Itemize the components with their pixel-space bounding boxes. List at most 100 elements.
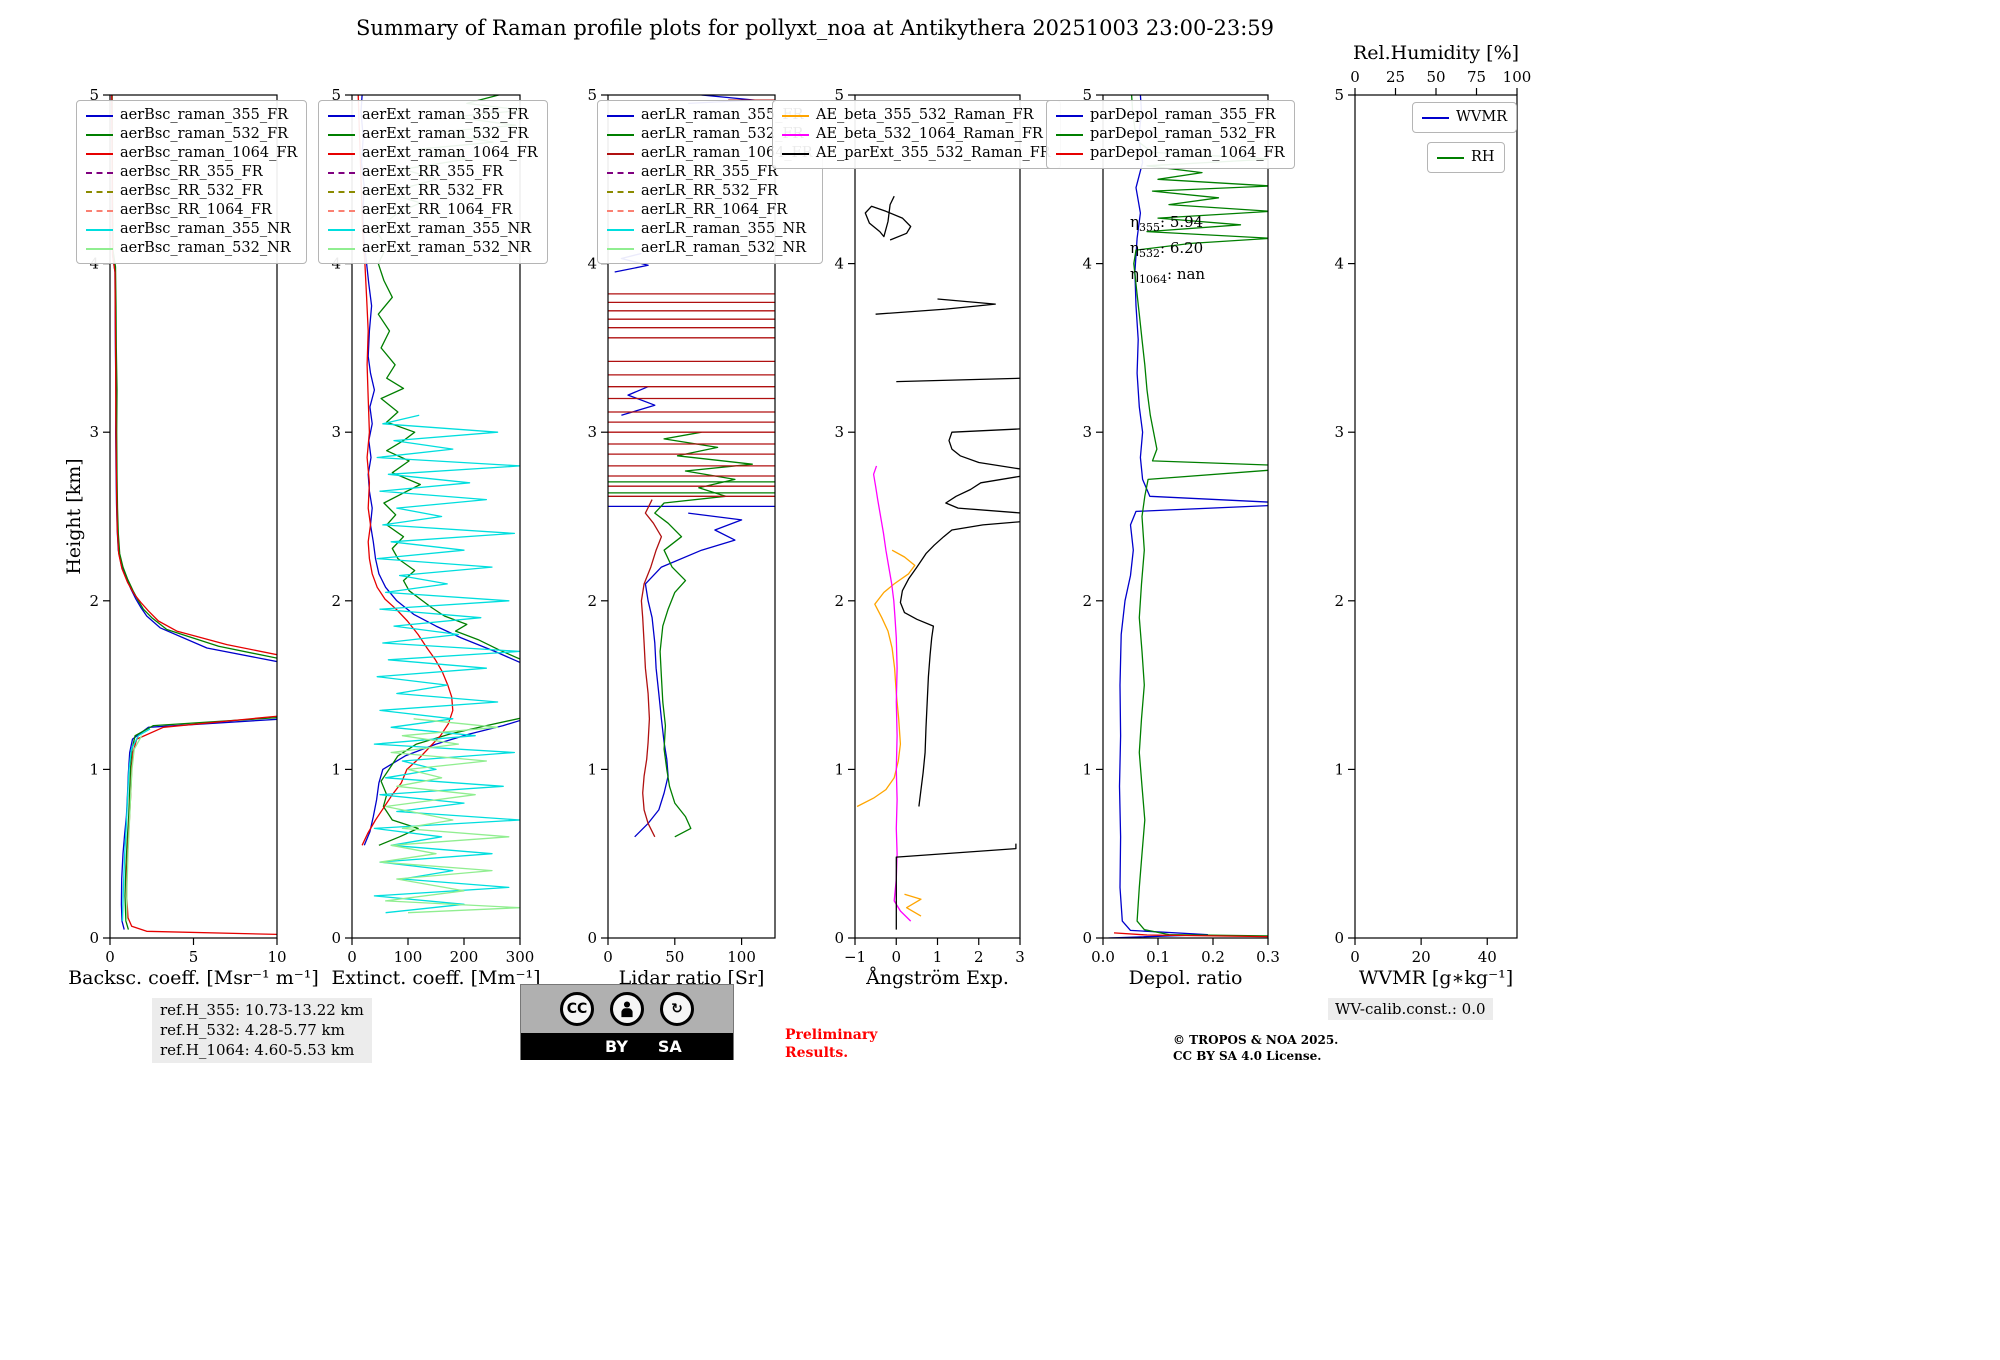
preliminary-line-2: Results. xyxy=(785,1045,849,1062)
legend-line-sample xyxy=(328,152,355,155)
legend-label: parDepol_raman_1064_FR xyxy=(1090,145,1285,161)
legend-line-sample xyxy=(607,133,634,136)
y-tick-label: 4 xyxy=(587,255,597,273)
legend-entry: parDepol_raman_532_FR xyxy=(1056,125,1285,144)
cc-icon-row: CC ↻ xyxy=(521,985,733,1033)
cc-sa-label: SA xyxy=(657,1037,682,1056)
y-tick-label: 1 xyxy=(1334,760,1344,778)
legend-entry: WVMR xyxy=(1422,108,1507,127)
legend-label: aerBsc_raman_532_FR xyxy=(120,126,289,142)
y-tick-label: 1 xyxy=(587,760,597,778)
legend-line-sample xyxy=(86,152,113,155)
panel-frame xyxy=(351,94,521,939)
legend-label: aerLR_RR_532_FR xyxy=(641,183,778,199)
x-tick-label: 300 xyxy=(506,948,535,966)
legend-line-sample xyxy=(1056,114,1083,117)
x-tick-label: 200 xyxy=(450,948,479,966)
legend-label: parDepol_raman_355_FR xyxy=(1090,107,1276,123)
x-axis-label: Lidar ratio [Sr] xyxy=(619,967,765,989)
y-tick-label: 1 xyxy=(89,760,99,778)
panel-frame xyxy=(1354,94,1518,939)
legend-entry: aerExt_raman_355_NR xyxy=(328,220,538,239)
person-glyph xyxy=(621,1001,633,1018)
cc-badge-labels: BY SA xyxy=(521,1033,733,1060)
y-tick-label: 1 xyxy=(331,760,341,778)
legend-entry: aerBsc_raman_532_FR xyxy=(86,125,297,144)
series-AE_parExt_355_532_Raman_FR xyxy=(896,377,1020,383)
legend-entry: aerBsc_RR_532_FR xyxy=(86,182,297,201)
cc-by-person-icon xyxy=(610,992,644,1026)
depol-eta-annotation: η355: 5.94 η532: 6.20 η1064: nan xyxy=(1130,212,1205,290)
series-aerLR_raman_355_FR xyxy=(634,512,743,838)
top-tick-label: 25 xyxy=(1386,68,1405,86)
legend-entry: aerExt_raman_532_NR xyxy=(328,239,538,258)
legend-label: aerBsc_raman_532_NR xyxy=(120,240,291,256)
series-parDepol_raman_1064_FR xyxy=(1113,932,1268,938)
panel-lr: 0 50 100 0 1 2 3 4 5 Lidar ratio [Sr] xyxy=(587,86,776,989)
sa-arrow-glyph: ↻ xyxy=(671,1001,683,1017)
legend-label: aerLR_RR_1064_FR xyxy=(641,202,788,218)
ref-line-1064: ref.H_1064: 4.60-5.53 km xyxy=(160,1040,355,1059)
series-AE_parExt_355_532_Raman_FR xyxy=(864,195,912,241)
copyright-note: © TROPOS & NOA 2025. CC BY SA 4.0 Licens… xyxy=(1173,1032,1338,1064)
legend-entry: aerBsc_raman_355_FR xyxy=(86,106,297,125)
legend-entry: aerExt_raman_355_FR xyxy=(328,106,538,125)
legend-entry: aerLR_raman_355_FR xyxy=(607,106,813,125)
x-axis-label: Ångström Exp. xyxy=(865,967,1009,989)
y-tick-label: 5 xyxy=(331,86,341,104)
legend-label: aerBsc_raman_355_FR xyxy=(120,107,289,123)
legend-line-sample xyxy=(328,247,355,250)
y-tick-label: 3 xyxy=(834,423,844,441)
legend-label: parDepol_raman_532_FR xyxy=(1090,126,1276,142)
legend-line-sample xyxy=(86,228,113,231)
legend-label: aerExt_RR_1064_FR xyxy=(362,202,513,218)
x-tick-label: 0 xyxy=(347,948,357,966)
series-parDepol_raman_532_FR xyxy=(1130,95,1268,937)
legend-line-sample xyxy=(1437,156,1464,159)
legend-line-sample xyxy=(607,247,634,250)
legend-line-sample xyxy=(86,114,113,117)
legend-entry: parDepol_raman_1064_FR xyxy=(1056,144,1285,163)
top-tick-label: 0 xyxy=(1350,68,1360,86)
top-tick-label: 100 xyxy=(1503,68,1532,86)
legend-entry: aerLR_RR_532_FR xyxy=(607,182,813,201)
copyright-line-2: CC BY SA 4.0 License. xyxy=(1173,1049,1322,1064)
y-tick-label: 4 xyxy=(1082,255,1092,273)
panel-backsc: 0510012345Backsc. coeff. [Msr⁻¹ m⁻¹] xyxy=(68,86,319,989)
legend-line-sample xyxy=(1422,116,1449,119)
ref-line-532: ref.H_532: 4.28-5.77 km xyxy=(160,1020,345,1039)
y-tick-label: 4 xyxy=(1334,255,1344,273)
legend-entry: aerBsc_raman_1064_FR xyxy=(86,144,297,163)
legend-label: aerExt_raman_355_NR xyxy=(362,221,532,237)
legend-line-sample xyxy=(328,228,355,231)
legend-entry: AE_parExt_355_532_Raman_FR xyxy=(782,144,1051,163)
legend-line-sample xyxy=(607,209,634,212)
x-tick-label: 10 xyxy=(267,948,286,966)
series-parDepol_raman_355_FR xyxy=(1108,95,1268,938)
y-tick-label: 3 xyxy=(1082,423,1092,441)
legend-rh: RH xyxy=(1427,142,1505,173)
legend-entry: aerBsc_raman_355_NR xyxy=(86,220,297,239)
y-tick-label: 0 xyxy=(331,929,341,947)
legend-label: aerBsc_RR_1064_FR xyxy=(120,202,272,218)
legend-line-sample xyxy=(782,152,809,155)
y-tick-label: 2 xyxy=(834,592,844,610)
y-tick-label: 0 xyxy=(587,929,597,947)
eta-line: η532: 6.20 xyxy=(1130,239,1204,260)
cc-by-label: BY xyxy=(605,1037,628,1056)
y-tick-label: 3 xyxy=(331,423,341,441)
legend-label: AE_beta_532_1064_Raman_FR xyxy=(816,126,1043,142)
legend-label: WVMR xyxy=(1456,109,1508,125)
y-tick-label: 1 xyxy=(1082,760,1092,778)
x-axis-label: WVMR [g∗kg⁻¹] xyxy=(1359,967,1513,989)
legend-label: aerExt_raman_1064_FR xyxy=(362,145,538,161)
legend-entry: aerLR_raman_1064_FR xyxy=(607,144,813,163)
series-AE_parExt_355_532_Raman_FR xyxy=(875,298,996,315)
cc-icon-text: CC xyxy=(566,1001,588,1017)
legend-line-sample xyxy=(86,209,113,212)
x-axis-label: Backsc. coeff. [Msr⁻¹ m⁻¹] xyxy=(68,967,319,989)
legend-line-sample xyxy=(86,190,113,193)
